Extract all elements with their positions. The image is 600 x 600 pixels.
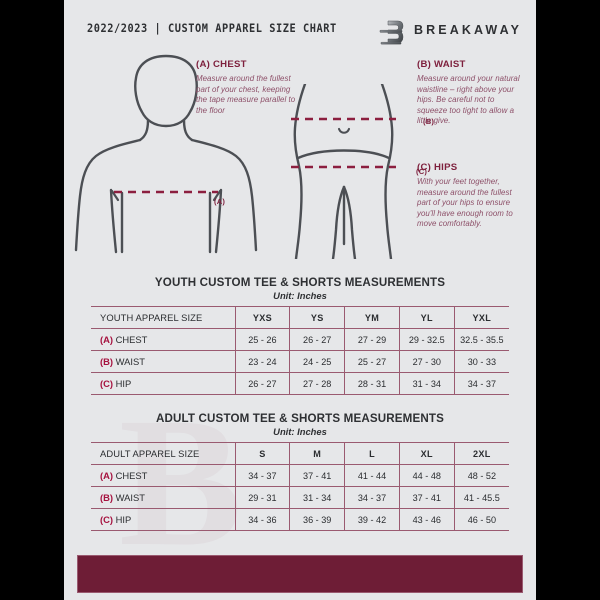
breakaway-b-logo-icon	[377, 18, 407, 46]
page-title: 2022/2023 | CUSTOM APPAREL SIZE CHART	[87, 22, 337, 35]
adult-cell-1-0: 29 - 31	[234, 486, 291, 509]
youth-row-label-1: (B) WAIST	[91, 350, 236, 373]
youth-table-title: YOUTH CUSTOM TEE & SHORTS MEASUREMENTS	[154, 276, 446, 289]
table-row: (C) HIP 34 - 36 36 - 39 39 - 42 43 - 46 46 - …	[91, 508, 509, 531]
chest-callout-heading: (A) CHEST	[196, 59, 247, 70]
measurement-diagram: (A) (B) (C) (A) CHEST Measure around the…	[64, 50, 536, 272]
hips-callout-heading: (C) HIPS	[417, 162, 458, 173]
waist-callout-text: Measure around your natural waistline – …	[417, 74, 520, 126]
page-header: 2022/2023 | CUSTOM APPAREL SIZE CHART	[64, 0, 536, 50]
hips-front-figure-icon	[269, 82, 419, 264]
row-label-text: WAIST	[115, 492, 145, 503]
youth-row-label-2: (C) HIP	[91, 372, 236, 395]
torso-front-figure-icon	[74, 50, 259, 265]
youth-cell-2-0: 26 - 27	[234, 372, 291, 395]
adult-cell-1-4: 41 - 45.5	[453, 486, 509, 509]
adult-size-table: ADULT APPAREL SIZE S M L XL 2XL (A) CHEST 34 -…	[91, 442, 509, 531]
chest-callout-text: Measure around the fullest part of your …	[196, 74, 296, 115]
youth-col-header-2: YS	[289, 306, 346, 329]
adult-col-header-0: ADULT APPAREL SIZE	[91, 442, 236, 465]
adult-cell-2-4: 46 - 50	[453, 508, 509, 531]
adult-col-header-4: XL	[398, 442, 455, 465]
waist-marker-label: (B)	[423, 117, 435, 126]
row-label-text: HIP	[115, 378, 132, 389]
adult-table-unit: Unit: Inches	[273, 426, 327, 437]
row-tag: (B)	[100, 356, 116, 367]
size-chart-page: B 2022/2023 | CUSTOM APPAREL SIZE CHART	[64, 0, 536, 600]
table-row: (B) WAIST 23 - 24 24 - 25 25 - 27 27 - 30 30 …	[91, 350, 509, 373]
row-label-text: CHEST	[115, 334, 148, 345]
row-tag: (C)	[100, 514, 116, 525]
youth-table-unit: Unit: Inches	[273, 290, 327, 301]
youth-cell-0-2: 27 - 29	[344, 328, 400, 351]
youth-col-header-4: YL	[398, 306, 455, 329]
youth-cell-0-3: 29 - 32.5	[398, 328, 455, 351]
youth-cell-1-0: 23 - 24	[234, 350, 291, 373]
youth-col-header-3: YM	[344, 306, 400, 329]
youth-cell-1-4: 30 - 33	[453, 350, 509, 373]
youth-cell-2-4: 34 - 37	[453, 372, 509, 395]
table-header-row: ADULT APPAREL SIZE S M L XL 2XL	[91, 442, 509, 465]
youth-cell-2-3: 31 - 34	[398, 372, 455, 395]
table-row: (C) HIP 26 - 27 27 - 28 28 - 31 31 - 34 34 - …	[91, 372, 509, 395]
youth-cell-1-3: 27 - 30	[398, 350, 455, 373]
table-row: (A) CHEST 34 - 37 37 - 41 41 - 44 44 - 48 48 …	[91, 464, 509, 487]
hips-callout-text: With your feet together, measure around …	[417, 177, 513, 229]
youth-cell-0-0: 25 - 26	[234, 328, 291, 351]
youth-cell-0-4: 32.5 - 35.5	[453, 328, 509, 351]
youth-size-table: YOUTH APPAREL SIZE YXS YS YM YL YXL (A) CHEST…	[91, 306, 509, 395]
row-tag: (C)	[100, 378, 116, 389]
table-row: (A) CHEST 25 - 26 26 - 27 27 - 29 29 - 32.5 3…	[91, 328, 509, 351]
row-label-text: HIP	[115, 514, 132, 525]
brand-name: BREAKAWAY	[414, 23, 523, 37]
row-tag: (B)	[100, 492, 116, 503]
row-tag: (A)	[100, 470, 116, 481]
adult-cell-0-4: 48 - 52	[453, 464, 509, 487]
adult-cell-0-0: 34 - 37	[234, 464, 291, 487]
row-tag: (A)	[100, 334, 116, 345]
adult-cell-1-3: 37 - 41	[398, 486, 455, 509]
youth-col-header-1: YXS	[234, 306, 291, 329]
youth-size-section: YOUTH CUSTOM TEE & SHORTS MEASUREMENTS U…	[91, 276, 509, 395]
adult-cell-0-1: 37 - 41	[289, 464, 346, 487]
youth-cell-2-1: 27 - 28	[289, 372, 346, 395]
row-label-text: WAIST	[115, 356, 145, 367]
adult-row-label-0: (A) CHEST	[91, 464, 236, 487]
adult-col-header-3: L	[344, 442, 400, 465]
youth-cell-1-1: 24 - 25	[289, 350, 346, 373]
adult-row-label-1: (B) WAIST	[91, 486, 236, 509]
adult-cell-1-1: 31 - 34	[289, 486, 346, 509]
adult-cell-0-2: 41 - 44	[344, 464, 400, 487]
youth-col-header-0: YOUTH APPAREL SIZE	[91, 306, 236, 329]
adult-cell-2-3: 43 - 46	[398, 508, 455, 531]
youth-cell-2-2: 28 - 31	[344, 372, 400, 395]
adult-col-header-2: M	[289, 442, 346, 465]
adult-cell-2-0: 34 - 36	[234, 508, 291, 531]
table-row: (B) WAIST 29 - 31 31 - 34 34 - 37 37 - 41 41 …	[91, 486, 509, 509]
adult-cell-1-2: 34 - 37	[344, 486, 400, 509]
table-header-row: YOUTH APPAREL SIZE YXS YS YM YL YXL	[91, 306, 509, 329]
youth-cell-0-1: 26 - 27	[289, 328, 346, 351]
adult-col-header-1: S	[234, 442, 291, 465]
youth-cell-1-2: 25 - 27	[344, 350, 400, 373]
adult-size-section: ADULT CUSTOM TEE & SHORTS MEASUREMENTS U…	[91, 412, 509, 531]
youth-row-label-0: (A) CHEST	[91, 328, 236, 351]
waist-callout-heading: (B) WAIST	[417, 59, 466, 70]
chest-marker-label: (A)	[214, 197, 226, 206]
row-label-text: CHEST	[115, 470, 148, 481]
adult-cell-0-3: 44 - 48	[398, 464, 455, 487]
adult-cell-2-2: 39 - 42	[344, 508, 400, 531]
adult-col-header-5: 2XL	[453, 442, 509, 465]
adult-table-title: ADULT CUSTOM TEE & SHORTS MEASUREMENTS	[155, 412, 445, 425]
footer-bar	[77, 555, 523, 593]
hip-marker-label: (C)	[416, 167, 428, 176]
adult-row-label-2: (C) HIP	[91, 508, 236, 531]
youth-col-header-5: YXL	[453, 306, 509, 329]
adult-cell-2-1: 36 - 39	[289, 508, 346, 531]
